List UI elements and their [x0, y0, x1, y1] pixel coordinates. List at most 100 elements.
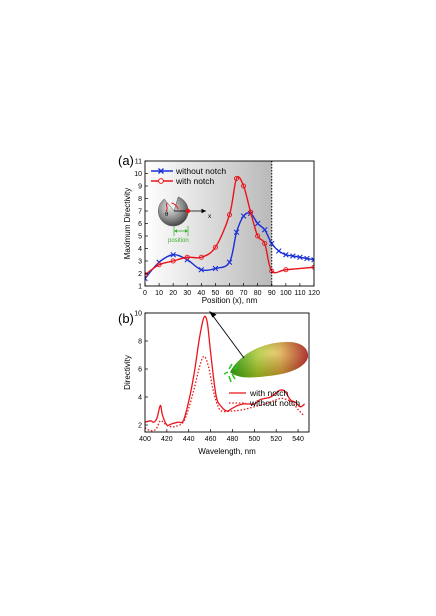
- data-point-x-marker: [276, 248, 282, 254]
- x-tick-label-a: 120: [308, 290, 320, 297]
- x-tick-label-b: 500: [248, 436, 260, 443]
- data-point-o-marker: [241, 183, 247, 189]
- x-tick-label-a: 0: [143, 290, 147, 297]
- y-axis-label-b: Directivity: [123, 355, 132, 390]
- plot-frame-b: [144, 312, 310, 433]
- legend-marker-o: [158, 178, 164, 184]
- x-tick-label-a: 20: [169, 290, 177, 297]
- data-point-x-marker: [212, 265, 219, 272]
- radiation-pattern-lobe: [209, 311, 309, 383]
- lobe-back-lobes: [223, 363, 239, 383]
- x-tick-label-b: 520: [270, 436, 282, 443]
- y-tick-label-a: 11: [135, 159, 142, 166]
- x-tick-label-a: 10: [155, 290, 163, 297]
- data-point-o-marker: [226, 212, 233, 218]
- x-tick-label-a: 30: [183, 290, 191, 297]
- lobe-shading: [230, 342, 309, 378]
- data-point-x-marker: [254, 220, 261, 227]
- x-tick-label-a: 90: [268, 290, 276, 297]
- x-tick-label-b: 480: [227, 436, 239, 443]
- y-tick-label-a: 1: [138, 284, 142, 291]
- data-point-x-marker: [290, 253, 296, 259]
- legend-a: without notch with notch: [151, 166, 226, 186]
- theta-arc: [171, 202, 179, 210]
- legend-b: with notch without notch: [229, 388, 300, 408]
- arrowhead-icon: [201, 208, 206, 214]
- y-tick-label-a: 9: [138, 184, 142, 191]
- x-tick-label-b: 460: [205, 436, 217, 443]
- x-tick-label-b: 420: [161, 436, 173, 443]
- y-tick-label-a: 10: [134, 171, 142, 178]
- data-point-x-marker: [233, 229, 240, 236]
- data-point-o-marker: [262, 240, 268, 247]
- x-tick-label-a: 100: [280, 290, 292, 297]
- y-tick-label-a: 4: [138, 246, 142, 253]
- notch-arc: [165, 202, 168, 212]
- y-tick-label-b: 4: [138, 395, 142, 402]
- peak-pointer-arrow: [212, 315, 245, 359]
- x-tick-label-a: 80: [254, 290, 262, 297]
- y-tick-label-a: 7: [138, 209, 142, 216]
- x-axis-label-a: Position (x), nm: [202, 296, 258, 305]
- x-tick-label-a: 50: [212, 290, 220, 297]
- y-tick-label-a: 3: [138, 259, 142, 266]
- notched-disc-inset: θ x position: [158, 196, 212, 244]
- data-point-x-marker: [170, 251, 176, 258]
- data-point-x-marker: [297, 254, 303, 261]
- data-point-o-marker: [198, 254, 204, 260]
- dipole-source-dot: [185, 208, 191, 214]
- y-axis-label-a: Maximum Directivity: [123, 188, 132, 260]
- panel-label-b: (b): [118, 311, 134, 326]
- series-line-with-notch: [145, 315, 306, 427]
- notched-disc: [158, 196, 189, 227]
- position-arrowhead-right-icon: [185, 229, 188, 233]
- legend-label-without-notch: without notch: [175, 166, 226, 176]
- data-point-o-marker: [145, 272, 148, 278]
- data-point-o-marker: [248, 209, 254, 215]
- data-point-x-marker: [311, 256, 314, 263]
- y-tick-label-a: 6: [138, 221, 142, 228]
- x-tick-label-a: 60: [226, 290, 234, 297]
- data-point-o-marker: [233, 175, 240, 182]
- panel-a: (a) 0 10 20 30 40 50 60 70 80 90 100 110 120 1 2 3 4 5 6 7 8…: [118, 153, 320, 305]
- y-tick-label-b: 10: [134, 311, 142, 318]
- data-point-o-marker: [156, 262, 162, 268]
- legend-label-with-notch-b: with notch: [249, 388, 289, 398]
- data-point-x-marker: [283, 251, 289, 258]
- series-line-without-notch: [145, 355, 304, 432]
- data-point-o-marker: [283, 267, 289, 273]
- y-tick-label-a: 5: [138, 234, 142, 241]
- y-tick-label-b: 2: [138, 423, 142, 430]
- x-tick-label-a: 40: [197, 290, 205, 297]
- y-tick-label-a: 2: [138, 271, 142, 278]
- x-tick-label-b: 400: [139, 436, 151, 443]
- x-axis-label-b: Wavelength, nm: [198, 447, 256, 456]
- series-line-with-notch: [145, 176, 314, 276]
- inset-axis-label: x: [208, 213, 212, 220]
- data-point-o-marker: [170, 258, 176, 264]
- position-label: position: [168, 238, 189, 244]
- x-tick-label-a: 70: [240, 290, 248, 297]
- x-tick-label-a: 110: [294, 290, 305, 297]
- y-tick-label-b: 8: [138, 339, 142, 346]
- y-tick-label-a: 8: [138, 196, 142, 203]
- data-point-o-marker: [212, 244, 218, 250]
- data-point-x-marker: [198, 266, 205, 273]
- panel-b: (b) 400 420 440 460 480 500 520 540 2 4 6 8 10 Wavel…: [118, 311, 310, 456]
- peak-arrowhead-icon: [209, 311, 217, 318]
- y-tick-label-b: 6: [138, 367, 142, 374]
- data-point-x-marker: [240, 213, 247, 219]
- x-tick-label-b: 540: [292, 436, 304, 443]
- panel-label-a: (a): [118, 153, 134, 168]
- data-point-x-marker: [145, 275, 148, 282]
- data-point-o-marker: [184, 254, 190, 260]
- data-point-x-marker: [226, 259, 233, 266]
- legend-label-without-notch-b: without notch: [249, 398, 300, 408]
- theta-label: θ: [165, 212, 169, 218]
- data-point-x-marker: [304, 255, 310, 262]
- position-arrowhead-left-icon: [174, 229, 177, 233]
- legend-label-with-notch: with notch: [175, 176, 215, 186]
- legend-marker-x: [158, 168, 164, 174]
- data-point-o-marker: [255, 233, 261, 239]
